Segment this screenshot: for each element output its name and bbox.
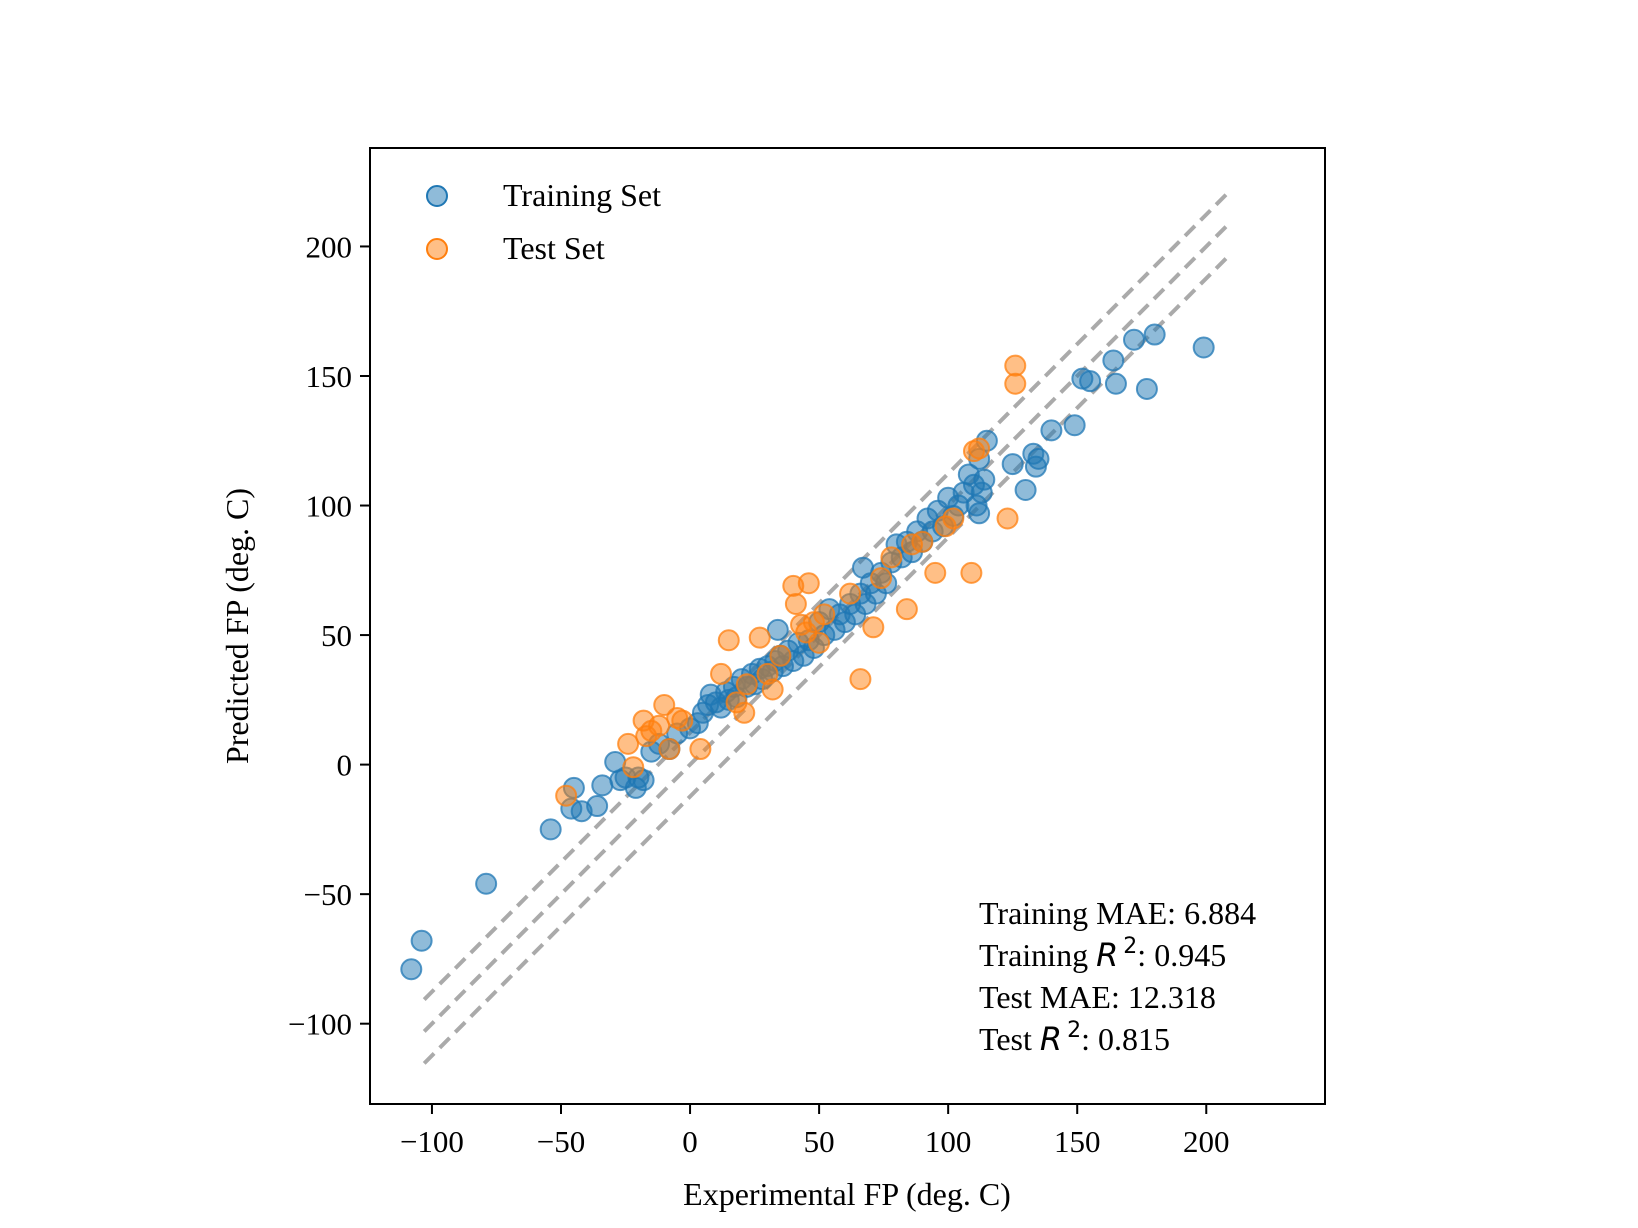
test-r2-text: Test R 2: 0.815 bbox=[979, 1018, 1170, 1058]
test-point bbox=[555, 784, 578, 807]
test-point bbox=[968, 437, 991, 460]
test-point bbox=[658, 738, 681, 761]
test-point bbox=[911, 530, 934, 553]
y-tick-label: 50 bbox=[321, 618, 352, 653]
legend-label-test: Test Set bbox=[503, 230, 605, 266]
x-tick-label: 200 bbox=[1183, 1124, 1230, 1159]
test-point bbox=[1004, 354, 1027, 377]
test-point bbox=[689, 738, 712, 761]
test-point bbox=[797, 572, 820, 595]
y-tick-label: 0 bbox=[337, 748, 353, 783]
training-point bbox=[475, 872, 498, 895]
reference-line-2 bbox=[422, 256, 1229, 1065]
x-tick-label: −50 bbox=[537, 1124, 585, 1159]
training-point bbox=[968, 502, 991, 525]
training-point bbox=[1143, 323, 1166, 346]
test-r2-value: : 0.815 bbox=[1081, 1021, 1170, 1057]
test-r2-symbol: R bbox=[1040, 1020, 1062, 1058]
training-point bbox=[1001, 453, 1024, 476]
y-tick-label: −100 bbox=[288, 1007, 352, 1042]
training-point bbox=[1027, 447, 1050, 470]
test-point bbox=[870, 567, 893, 590]
test-point bbox=[761, 678, 784, 701]
stats-annotation: Training MAE: 6.884 Training R 2: 0.945 T… bbox=[979, 895, 1256, 1058]
test-point bbox=[813, 603, 836, 626]
training-point bbox=[1123, 328, 1145, 351]
training-point bbox=[973, 468, 996, 491]
training-point bbox=[1102, 349, 1125, 372]
legend-marker-test bbox=[426, 238, 448, 260]
training-point bbox=[1192, 336, 1215, 359]
y-tick-label: −50 bbox=[304, 877, 352, 912]
training-point bbox=[1079, 370, 1102, 393]
training-point bbox=[1040, 419, 1063, 442]
legend: Training Set Test Set bbox=[426, 177, 661, 266]
training-mae-text: Training MAE: 6.884 bbox=[979, 895, 1256, 931]
x-tick-label: −100 bbox=[400, 1124, 464, 1159]
test-point bbox=[617, 732, 640, 755]
test-point bbox=[735, 673, 758, 696]
test-point bbox=[733, 701, 756, 724]
y-axis-label: Predicted FP (deg. C) bbox=[219, 488, 255, 764]
training-r2-prefix: Training bbox=[979, 937, 1096, 973]
test-point bbox=[622, 756, 645, 779]
training-point bbox=[400, 958, 423, 981]
test-r2-prefix: Test bbox=[979, 1021, 1040, 1057]
test-point bbox=[784, 592, 807, 615]
legend-marker-training bbox=[426, 185, 448, 207]
plot-frame bbox=[369, 147, 1326, 1105]
training-point bbox=[1063, 414, 1086, 437]
x-tick-label: 50 bbox=[804, 1124, 835, 1159]
legend-label-training: Training Set bbox=[503, 177, 661, 213]
test-point bbox=[671, 709, 694, 732]
test-point bbox=[839, 582, 862, 605]
x-axis-label: Experimental FP (deg. C) bbox=[683, 1176, 1011, 1212]
test-point bbox=[862, 616, 885, 639]
reference-lines bbox=[422, 192, 1229, 1065]
y-tick-label: 200 bbox=[306, 229, 353, 264]
test-point bbox=[1004, 372, 1027, 395]
training-point bbox=[1014, 478, 1037, 501]
test-point bbox=[748, 626, 771, 649]
data-points bbox=[400, 323, 1215, 981]
y-tick-label: 100 bbox=[306, 489, 353, 524]
training-point bbox=[1135, 377, 1158, 400]
training-point bbox=[539, 818, 562, 841]
test-mae-text: Test MAE: 12.318 bbox=[979, 979, 1216, 1015]
x-tick-label: 100 bbox=[925, 1124, 972, 1159]
training-r2-symbol: R bbox=[1096, 936, 1118, 974]
training-r2-value: : 0.945 bbox=[1137, 937, 1226, 973]
test-point bbox=[942, 507, 965, 530]
training-point bbox=[586, 795, 609, 818]
training-point bbox=[766, 618, 789, 641]
reference-line-1 bbox=[422, 224, 1229, 1033]
test-point bbox=[924, 561, 947, 584]
test-point bbox=[769, 644, 792, 667]
test-point bbox=[808, 631, 831, 654]
test-point bbox=[880, 546, 903, 569]
training-r2-exponent: 2 bbox=[1123, 934, 1137, 959]
reference-line-0 bbox=[422, 192, 1229, 1001]
training-point bbox=[591, 774, 614, 797]
training-r2-text: Training R 2: 0.945 bbox=[979, 934, 1226, 974]
x-tick-label: 150 bbox=[1054, 1124, 1101, 1159]
x-axis-ticks: −100 −50 0 50 100 150 200 bbox=[400, 1104, 1230, 1159]
test-point bbox=[960, 561, 983, 584]
test-point bbox=[996, 507, 1019, 530]
test-point bbox=[648, 714, 671, 737]
x-tick-label: 0 bbox=[682, 1124, 698, 1159]
training-point bbox=[1104, 372, 1127, 395]
y-tick-label: 150 bbox=[306, 359, 353, 394]
training-point bbox=[410, 929, 433, 952]
test-point bbox=[895, 598, 918, 621]
test-point bbox=[717, 629, 740, 652]
test-r2-exponent: 2 bbox=[1067, 1018, 1081, 1043]
test-point bbox=[653, 694, 676, 717]
test-point bbox=[849, 668, 872, 691]
y-axis-ticks: −100 −50 0 50 100 150 200 bbox=[288, 229, 370, 1042]
test-point bbox=[710, 662, 733, 685]
